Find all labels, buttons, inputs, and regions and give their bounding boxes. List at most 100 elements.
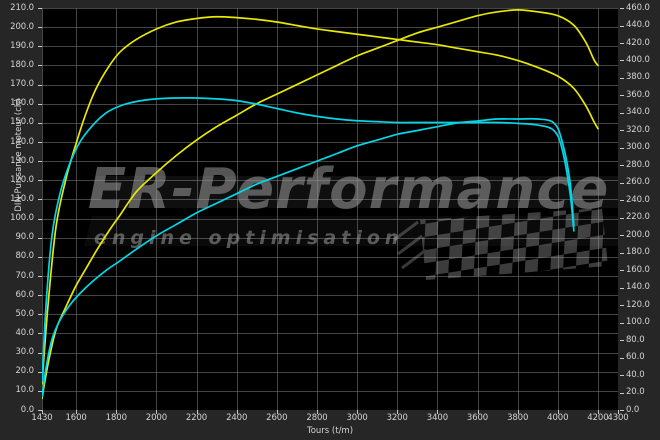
y-axis-left-tick-mark (38, 314, 42, 316)
y-axis-left-tick-mark (38, 390, 42, 392)
y-axis-right-tick-label: 260.0 (626, 177, 650, 188)
y-axis-left-tick-mark (38, 256, 42, 258)
y-axis-left-tick-label: 190.0 (10, 40, 34, 51)
y-axis-left-tick-mark (38, 46, 42, 48)
y-axis-right-tick-label: 100.0 (626, 317, 650, 328)
y-axis-right-tick-label: 80.0 (626, 334, 645, 345)
y-axis-right-tick-label: 20.0 (626, 387, 645, 397)
y-axis-left-tick-label: 50.0 (15, 308, 34, 319)
x-axis-title: Tours (t/m) (306, 426, 354, 436)
y-axis-right-tick-label: 120.0 (626, 299, 650, 310)
y-axis-left-tick-label: 200.0 (10, 21, 34, 32)
x-axis-tick-mark (437, 410, 438, 414)
x-axis-tick-label: 2600 (266, 413, 288, 423)
y-axis-right-tick-label: 460.0 (626, 2, 650, 13)
y-axis-right-tick-mark (620, 147, 624, 149)
y-axis-right-tick-label: 380.0 (626, 72, 650, 83)
y-axis-left-tick-label: 180.0 (10, 59, 34, 70)
y-axis-left-tick-mark (38, 218, 42, 220)
y-axis-left-tick-label: 150.0 (10, 117, 34, 128)
series-line-3 (42, 117, 575, 398)
x-axis-tick-mark (357, 410, 358, 414)
x-axis-tick-label: 3200 (386, 413, 408, 423)
y-axis-right-tick-label: 320.0 (626, 124, 650, 135)
x-axis-tick-label: 3400 (426, 413, 449, 423)
x-axis-tick-mark (156, 410, 157, 414)
y-axis-left-tick-mark (38, 180, 42, 182)
y-axis-left-tick-mark (38, 142, 42, 143)
grid-lines (42, 8, 618, 410)
y-axis-right-tick-mark (620, 77, 624, 79)
y-axis-left-tick-label: 30.0 (15, 347, 34, 358)
y-axis-left-title: DIN Puissance moteur (ch) (14, 98, 24, 212)
y-axis-right-tick-mark (620, 375, 624, 376)
y-axis-left-tick-label: 160.0 (10, 98, 34, 109)
y-axis-left-tick-label: 90.0 (15, 232, 34, 243)
y-axis-left-tick-label: 210.0 (10, 2, 34, 13)
x-axis-tick-mark (558, 410, 559, 414)
y-axis-right-tick-mark (620, 200, 624, 202)
curve-lines (42, 9, 599, 400)
y-axis-left-tick-mark (38, 237, 42, 239)
y-axis-right-tick-label: 340.0 (626, 107, 650, 118)
y-axis-right-tick-mark (620, 165, 624, 167)
x-axis-tick-label: 4300 (607, 413, 629, 423)
y-axis-left-tick-mark (38, 276, 42, 277)
x-axis-tick-label: 3000 (346, 413, 368, 423)
y-axis-right-tick-label: 40.0 (626, 369, 645, 380)
y-axis-right-tick-mark (620, 43, 624, 44)
y-axis-right-tick-label: 440.0 (626, 20, 650, 30)
y-axis-right-tick-label: 280.0 (626, 159, 650, 170)
y-axis-right-tick-label: 240.0 (626, 194, 650, 205)
x-axis-tick-mark (598, 410, 599, 414)
y-axis-right-tick-mark (620, 305, 624, 307)
x-axis-tick-label: 4200 (587, 413, 609, 423)
y-axis-right-tick-mark (620, 252, 624, 254)
y-axis-left-tick-label: 170.0 (10, 79, 34, 90)
y-axis-left-tick-mark (38, 122, 42, 124)
x-axis-tick-mark (317, 410, 318, 414)
x-axis-tick-label: 3800 (507, 413, 529, 423)
y-axis-left-tick-label: 60.0 (15, 289, 34, 300)
series-line-1 (42, 9, 599, 400)
y-axis-left-tick-label: 10.0 (15, 385, 34, 396)
y-axis-left-tick-mark (38, 8, 42, 9)
y-axis-left-tick-label: 100.0 (10, 213, 34, 224)
x-axis-tick-label: 1600 (65, 413, 87, 423)
y-axis-right-tick-label: 420.0 (626, 37, 650, 48)
series-line-2 (42, 97, 575, 383)
x-axis-tick-label: 2000 (145, 413, 168, 423)
y-axis-left-tick-mark (38, 84, 42, 86)
y-axis-left-tick-label: 0.0 (20, 404, 34, 415)
y-axis-right-tick-mark (620, 357, 624, 359)
y-axis-right-tick-mark (620, 112, 624, 114)
x-axis-tick-label: 1800 (105, 413, 127, 423)
y-axis-right-tick-mark (620, 182, 624, 184)
y-axis-right-tick-label: 140.0 (626, 282, 650, 293)
x-axis-tick-label: 4000 (547, 413, 569, 423)
x-axis-tick-mark (42, 410, 43, 414)
y-axis-left-tick-label: 40.0 (15, 327, 34, 338)
y-axis-right-tick-mark (620, 130, 624, 132)
y-axis-left-tick-mark (38, 295, 42, 297)
x-axis-tick-label: 2800 (306, 413, 328, 423)
y-axis-right-tick-mark (620, 410, 624, 411)
y-axis-left-tick-mark (38, 103, 42, 105)
y-axis-right-tick-label: 0.0 (626, 404, 640, 415)
y-axis-right-tick-mark (620, 287, 624, 289)
y-axis-left-tick-label: 110.0 (10, 193, 34, 204)
x-axis-tick-label: 2400 (226, 413, 248, 423)
y-axis-left-tick-label: 120.0 (10, 174, 34, 185)
x-axis-tick-mark (518, 410, 519, 414)
x-axis-tick-mark (618, 410, 619, 414)
x-axis-tick-mark (397, 410, 398, 414)
y-axis-left-tick-mark (38, 352, 42, 354)
y-axis-right-tick-label: 60.0 (626, 352, 645, 363)
x-axis-tick-label: 2200 (185, 413, 208, 423)
plot-area: ER-Performance engine optimisation (42, 8, 618, 410)
x-axis-tick-mark (478, 410, 479, 414)
y-axis-left-tick-label: 130.0 (10, 155, 34, 166)
y-axis-right-tick-mark (620, 235, 624, 237)
y-axis-left-tick-label: 140.0 (10, 136, 34, 147)
